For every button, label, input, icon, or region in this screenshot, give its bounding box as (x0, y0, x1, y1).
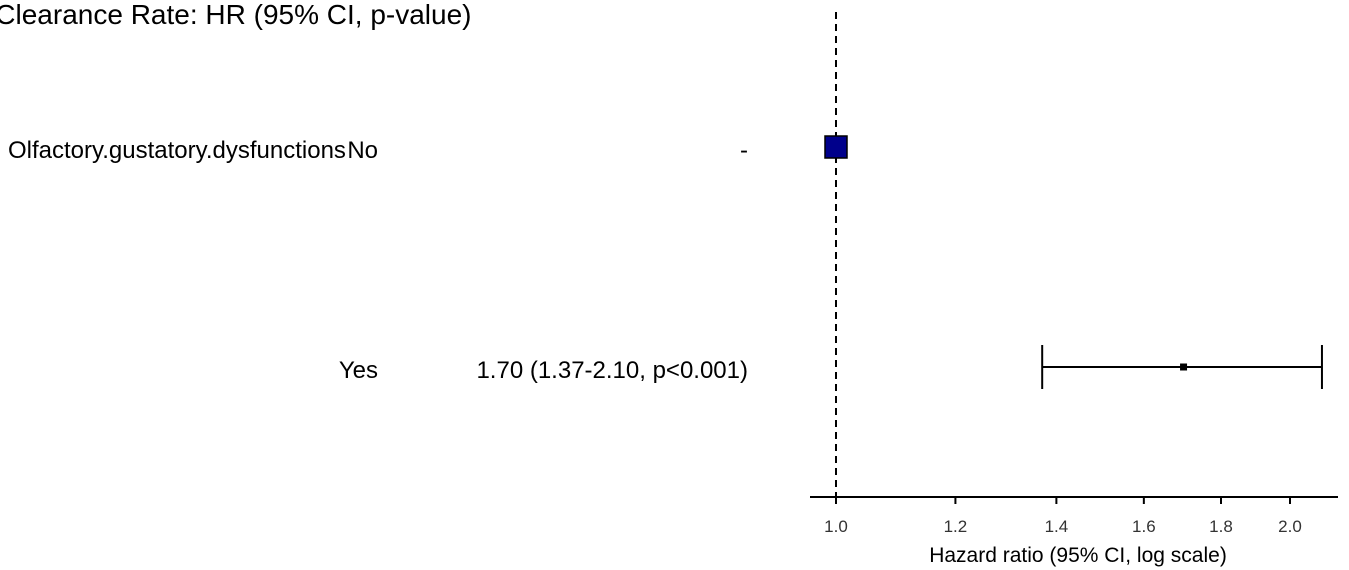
x-tick-label: 1.8 (1209, 517, 1233, 536)
x-axis-title: Hazard ratio (95% CI, log scale) (929, 544, 1227, 567)
row-level-label: Yes (339, 357, 378, 384)
row-level-label: No (347, 137, 378, 164)
marks-layer (824, 135, 1323, 389)
x-tick-label: 1.4 (1045, 517, 1069, 536)
chart-title: Viral Clearance Rate: HR (95% CI, p-valu… (0, 0, 471, 30)
x-tick-label: 1.2 (944, 517, 968, 536)
rows-layer: No - Yes 1.70 (1.37-2.10, p<0.001) (339, 137, 748, 384)
row-estimate-label: - (740, 137, 748, 164)
variable-label: Olfactory.gustatory.dysfunctions (8, 137, 346, 164)
x-axis-ticks: 1.0 1.2 1.4 1.6 1.8 2.0 (824, 497, 1302, 536)
x-tick-label: 1.6 (1132, 517, 1156, 536)
x-tick-label: 2.0 (1278, 517, 1302, 536)
x-tick-label: 1.0 (824, 517, 848, 536)
estimate-point (1180, 363, 1188, 371)
row-estimate-label: 1.70 (1.37-2.10, p<0.001) (476, 357, 748, 384)
reference-box (824, 135, 848, 159)
